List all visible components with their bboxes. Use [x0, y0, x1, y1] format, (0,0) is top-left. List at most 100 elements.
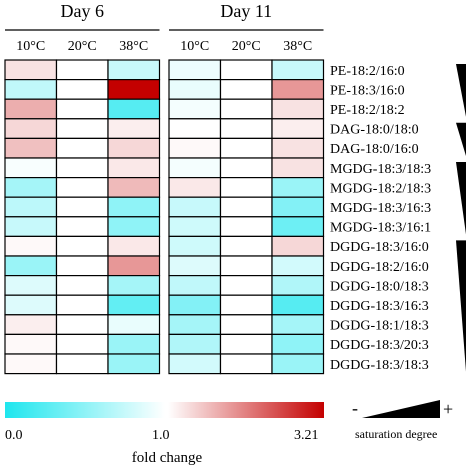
heatmap-cell: [107, 235, 161, 257]
heatmap-cell: [219, 137, 273, 159]
colorbar-tick-label: 0.0: [5, 428, 23, 443]
colorbar-tick-label: 1.0: [152, 428, 170, 443]
heatmap-cell: [219, 255, 273, 277]
heatmap-cell: [271, 177, 325, 198]
heatmap-cell: [168, 333, 222, 355]
heatmap-cell: [168, 98, 222, 120]
heatmap-cell: [107, 353, 161, 375]
heatmap-cell: [55, 275, 109, 296]
row-label: DAG-18:0/18:0: [330, 123, 419, 138]
heatmap-cell: [219, 157, 273, 179]
heatmap-cell: [107, 137, 161, 159]
heatmap-cell: [107, 275, 161, 296]
row-label: MGDG-18:3/16:1: [330, 221, 431, 236]
heatmap-cell: [107, 333, 161, 355]
heatmap-cell: [55, 235, 109, 257]
heatmap-cell: [55, 216, 109, 238]
heatmap-cell: [55, 59, 109, 81]
row-label: DAG-18:0/16:0: [330, 142, 419, 157]
heatmap-cell: [168, 118, 222, 140]
column-header: 38°C: [283, 39, 312, 54]
heatmap-cell: [107, 177, 161, 198]
row-label: DGDG-18:2/16:0: [330, 260, 429, 275]
saturation-legend-label: saturation degree: [355, 427, 437, 441]
heatmap-cell: [219, 314, 273, 335]
row-label: PE-18:2/18:2: [330, 103, 405, 118]
heatmap-cell: [271, 78, 325, 100]
heatmap-cell: [55, 118, 109, 140]
heatmap-cell: [219, 118, 273, 140]
heatmap-cell: [4, 196, 58, 218]
heatmap-cell: [168, 314, 222, 335]
heatmap-cell: [219, 59, 273, 81]
heatmap-cell: [55, 353, 109, 375]
heatmap-cell: [4, 59, 58, 81]
row-label: MGDG-18:3/16:3: [330, 201, 431, 216]
column-header: 20°C: [68, 39, 97, 54]
heatmap-cell: [271, 333, 325, 355]
column-header: 38°C: [119, 39, 148, 54]
row-label: DGDG-18:0/18:3: [330, 279, 429, 294]
column-header: 20°C: [232, 39, 261, 54]
heatmap-cell: [55, 196, 109, 218]
saturation-wedge: [456, 162, 466, 235]
heatmap-cell: [271, 59, 325, 81]
heatmap-cell: [55, 255, 109, 277]
heatmap-cell: [168, 177, 222, 198]
heatmap-cell: [271, 275, 325, 296]
heatmap-cell: [107, 118, 161, 140]
heatmap-cell: [168, 255, 222, 277]
heatmap-cell: [4, 78, 58, 100]
heatmap-cell: [107, 98, 161, 120]
heatmap-cell: [55, 294, 109, 316]
heatmap-cell: [107, 216, 161, 238]
row-label: DGDG-18:3/20:3: [330, 338, 429, 353]
heatmap-cell: [219, 353, 273, 375]
heatmap-cell: [168, 78, 222, 100]
heatmap-cell: [55, 98, 109, 120]
heatmap-cell: [4, 157, 58, 179]
heatmap-cell: [271, 353, 325, 375]
heatmap-cell: [168, 196, 222, 218]
row-label: DGDG-18:3/16:3: [330, 299, 429, 314]
heatmap-cell: [219, 98, 273, 120]
heatmap-cell: [4, 235, 58, 257]
column-header: 10°C: [16, 39, 45, 54]
heatmap-cell: [4, 118, 58, 140]
heatmap-cell: [168, 216, 222, 238]
heatmap-cell: [168, 59, 222, 81]
heatmap-cell: [107, 59, 161, 81]
row-label: MGDG-18:2/18:3: [330, 181, 431, 196]
heatmap-cell: [219, 196, 273, 218]
heatmap-cell: [219, 333, 273, 355]
heatmap-cell: [4, 314, 58, 335]
heatmap-cell: [107, 157, 161, 179]
saturation-wedge: [456, 240, 466, 372]
group-header: Day 11: [220, 1, 272, 21]
heatmap-cell: [55, 78, 109, 100]
colorbar-high: [168, 402, 324, 418]
saturation-minus-label: -: [352, 398, 358, 418]
row-label: PE-18:3/16:0: [330, 83, 405, 98]
heatmap-cell: [4, 255, 58, 277]
colorbar-title: fold change: [132, 450, 203, 466]
heatmap-cell: [4, 275, 58, 296]
heatmap-cell: [271, 294, 325, 316]
colorbar-low: [5, 402, 165, 418]
heatmap-cell: [4, 333, 58, 355]
heatmap-cell: [219, 235, 273, 257]
heatmap-cell: [55, 177, 109, 198]
heatmap-cell: [219, 294, 273, 316]
heatmap-cell: [271, 98, 325, 120]
heatmap-cell: [168, 137, 222, 159]
colorbar-tick-label: 3.21: [294, 428, 319, 443]
heatmap-cell: [55, 157, 109, 179]
heatmap-cell: [107, 78, 161, 100]
heatmap-cell: [4, 294, 58, 316]
heatmap-cell: [219, 78, 273, 100]
heatmap-cell: [4, 216, 58, 238]
heatmap-cell: [107, 294, 161, 316]
heatmap-cell: [55, 137, 109, 159]
heatmap-cell: [219, 177, 273, 198]
heatmap-cell: [168, 235, 222, 257]
